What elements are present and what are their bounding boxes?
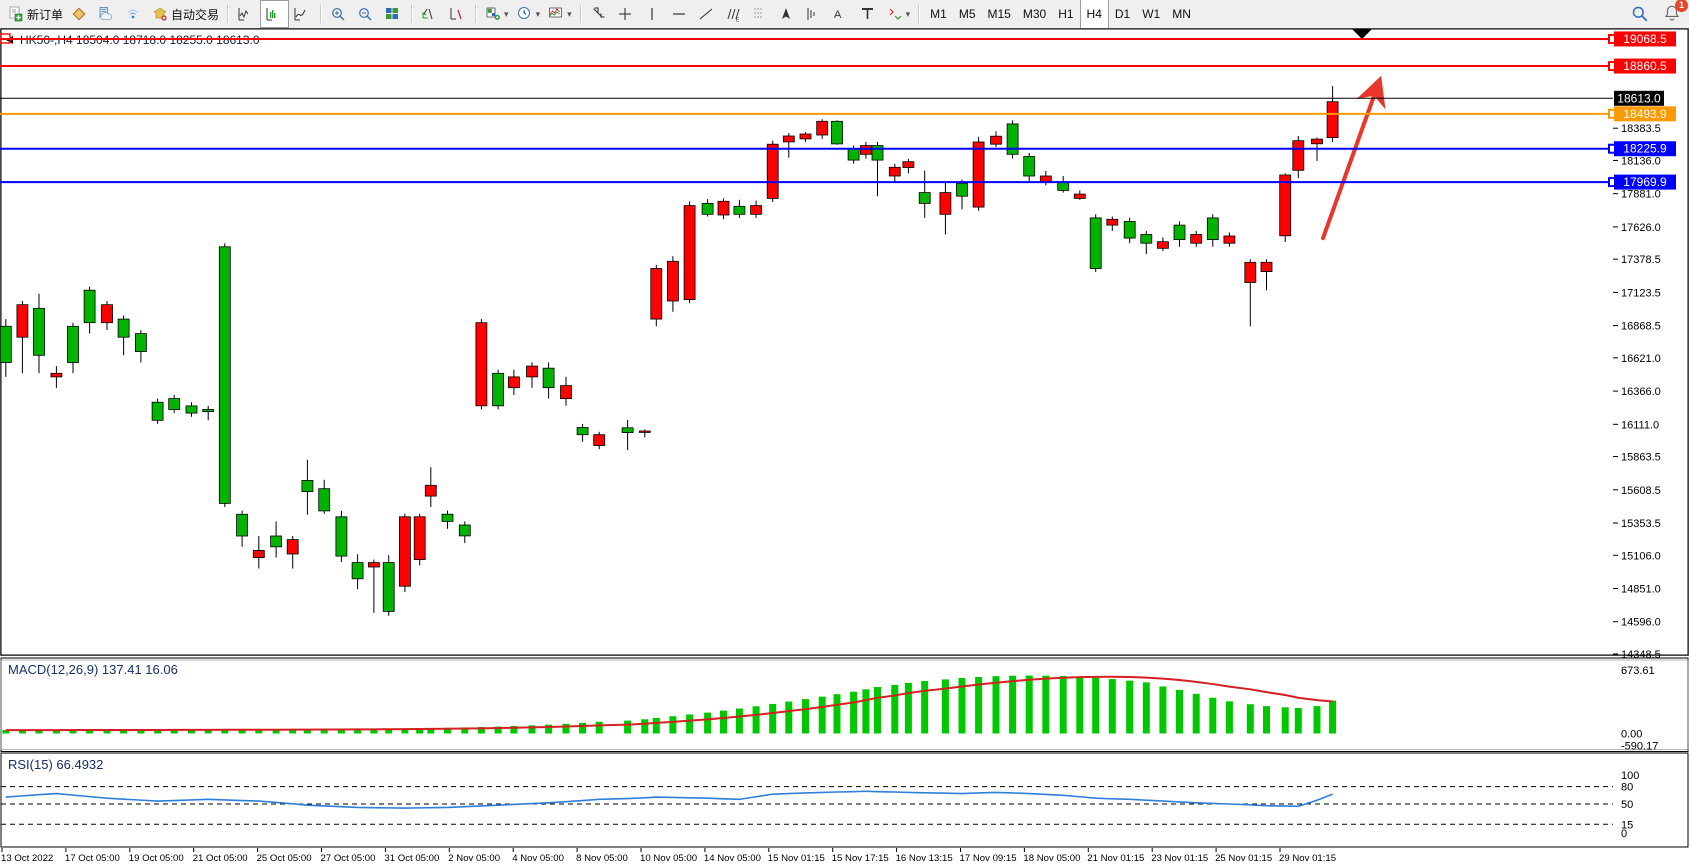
svg-text:15106.0: 15106.0 xyxy=(1621,550,1661,562)
svg-text:18136.0: 18136.0 xyxy=(1621,155,1661,167)
svg-text:14 Nov 05:00: 14 Nov 05:00 xyxy=(704,853,761,864)
svg-text:A: A xyxy=(834,9,842,21)
svg-text:16621.0: 16621.0 xyxy=(1621,353,1661,365)
svg-text:27 Oct 05:00: 27 Oct 05:00 xyxy=(321,853,376,864)
svg-text:25 Oct 05:00: 25 Oct 05:00 xyxy=(257,853,312,864)
svg-text:29 Nov 01:15: 29 Nov 01:15 xyxy=(1279,853,1336,864)
svg-text:25 Nov 01:15: 25 Nov 01:15 xyxy=(1215,853,1272,864)
svg-text:0.00: 0.00 xyxy=(1621,729,1642,741)
svg-text:16868.5: 16868.5 xyxy=(1621,321,1661,333)
svg-text:15353.5: 15353.5 xyxy=(1621,518,1661,530)
svg-text:0: 0 xyxy=(1621,828,1627,840)
svg-text:-590.17: -590.17 xyxy=(1621,741,1658,753)
svg-text:31 Oct 05:00: 31 Oct 05:00 xyxy=(384,853,439,864)
svg-text:16 Nov 13:15: 16 Nov 13:15 xyxy=(896,853,953,864)
svg-text:15 Nov 17:15: 15 Nov 17:15 xyxy=(832,853,889,864)
svg-text:17123.5: 17123.5 xyxy=(1621,287,1661,299)
svg-text:16366.0: 16366.0 xyxy=(1621,386,1661,398)
svg-text:18225.9: 18225.9 xyxy=(1623,142,1667,156)
svg-text:14851.0: 14851.0 xyxy=(1621,583,1661,595)
svg-text:17 Nov 09:15: 17 Nov 09:15 xyxy=(960,853,1017,864)
svg-text:23 Nov 01:15: 23 Nov 01:15 xyxy=(1151,853,1208,864)
svg-text:100: 100 xyxy=(1621,770,1639,782)
svg-text:18493.9: 18493.9 xyxy=(1623,107,1667,121)
svg-text:8 Nov 05:00: 8 Nov 05:00 xyxy=(576,853,628,864)
svg-text:19068.5: 19068.5 xyxy=(1623,32,1667,46)
svg-text:MACD(12,26,9) 137.41 16.06: MACD(12,26,9) 137.41 16.06 xyxy=(8,662,178,677)
svg-text:10 Nov 05:00: 10 Nov 05:00 xyxy=(640,853,697,864)
svg-text:17969.9: 17969.9 xyxy=(1623,175,1667,189)
svg-text:RSI(15) 66.4932: RSI(15) 66.4932 xyxy=(8,757,103,772)
svg-text:17 Oct 05:00: 17 Oct 05:00 xyxy=(65,853,120,864)
svg-text:15 Nov 01:15: 15 Nov 01:15 xyxy=(768,853,825,864)
svg-text:E: E xyxy=(736,18,740,23)
svg-text:4 Nov 05:00: 4 Nov 05:00 xyxy=(512,853,564,864)
svg-text:15608.5: 15608.5 xyxy=(1621,485,1661,497)
svg-text:21 Nov 01:15: 21 Nov 01:15 xyxy=(1087,853,1144,864)
svg-text:18 Nov 05:00: 18 Nov 05:00 xyxy=(1023,853,1080,864)
svg-text:21 Oct 05:00: 21 Oct 05:00 xyxy=(193,853,248,864)
svg-text:673.61: 673.61 xyxy=(1621,665,1655,677)
svg-text:15863.5: 15863.5 xyxy=(1621,452,1661,464)
svg-text:19 Oct 05:00: 19 Oct 05:00 xyxy=(129,853,184,864)
svg-text:13 Oct 2022: 13 Oct 2022 xyxy=(1,853,53,864)
svg-text:16111.0: 16111.0 xyxy=(1621,419,1659,431)
svg-text:14596.0: 14596.0 xyxy=(1621,617,1661,629)
svg-text:17881.0: 17881.0 xyxy=(1621,189,1661,201)
svg-text:17378.5: 17378.5 xyxy=(1621,254,1661,266)
svg-text:17626.0: 17626.0 xyxy=(1621,222,1661,234)
svg-text:50: 50 xyxy=(1621,799,1633,811)
svg-text:18383.5: 18383.5 xyxy=(1621,123,1661,135)
svg-text:18613.0: 18613.0 xyxy=(1617,91,1661,105)
svg-text:2 Nov 05:00: 2 Nov 05:00 xyxy=(448,853,500,864)
svg-text:80: 80 xyxy=(1621,782,1633,794)
svg-text:18860.5: 18860.5 xyxy=(1623,59,1667,73)
